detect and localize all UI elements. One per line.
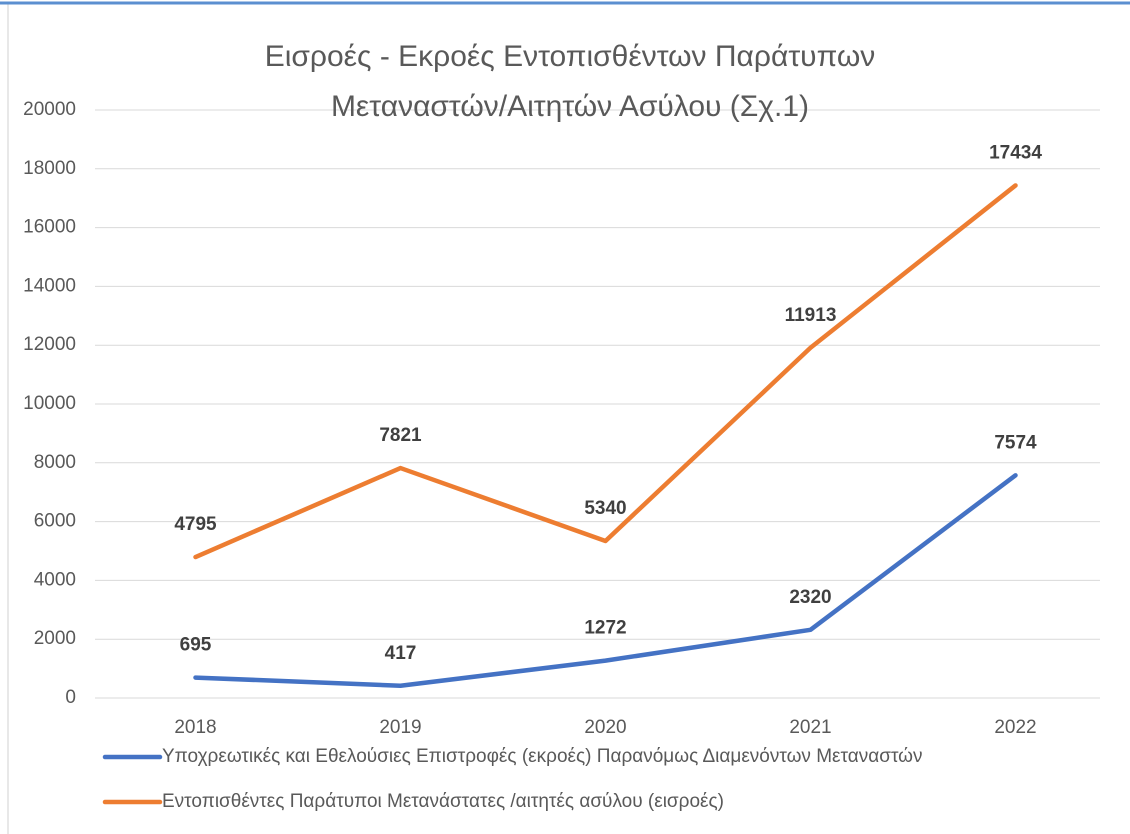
y-tick-label: 6000 (34, 511, 76, 532)
series-line (193, 183, 1018, 560)
x-tick-label: 2020 (584, 717, 626, 738)
chart-title: Εισροές - Εκροές Εντοπισθέντων Παράτυπων… (264, 40, 876, 123)
data-label: 417 (385, 643, 417, 664)
y-tick-label: 18000 (23, 158, 76, 179)
data-label: 4795 (174, 514, 217, 535)
y-tick-label: 2000 (34, 628, 76, 649)
x-tick-label: 2019 (379, 717, 421, 738)
legend-label: Υποχρεωτικές και Εθελούσιες Επιστροφές (… (162, 746, 923, 767)
data-label: 5340 (584, 498, 626, 519)
data-label: 11913 (785, 305, 837, 326)
y-tick-label: 0 (65, 687, 76, 708)
data-label: 7574 (994, 432, 1037, 453)
data-label: 17434 (989, 142, 1042, 163)
data-label: 7821 (379, 425, 422, 446)
y-tick-label: 20000 (23, 99, 76, 120)
y-tick-label: 12000 (23, 334, 76, 355)
y-tick-label: 8000 (34, 452, 76, 473)
y-tick-label: 14000 (23, 275, 76, 296)
x-tick-label: 2021 (789, 717, 831, 738)
x-tick-label: 2022 (994, 717, 1036, 738)
data-label: 1272 (584, 618, 626, 639)
y-tick-label: 16000 (23, 217, 76, 238)
series-line (193, 473, 1018, 688)
y-tick-label: 10000 (23, 393, 76, 414)
legend-label: Εντοπισθέντες Παράτυποι Μετανάστατες /αι… (162, 791, 724, 812)
y-tick-label: 4000 (34, 569, 76, 590)
x-tick-label: 2018 (174, 717, 216, 738)
data-label: 2320 (789, 587, 831, 608)
data-label: 695 (180, 635, 212, 656)
